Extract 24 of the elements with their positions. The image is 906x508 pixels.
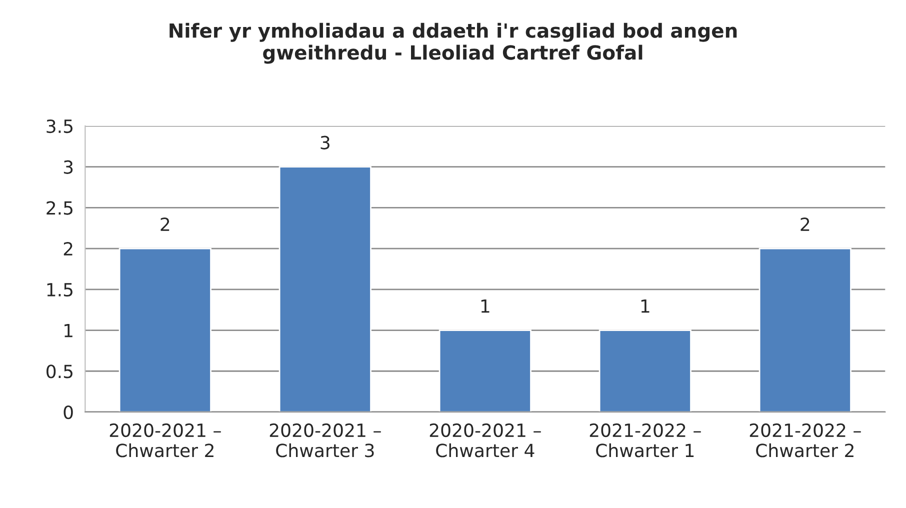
data-label: 1 [641, 299, 650, 313]
x-tick-label: 2020-2021 – Chwarter 2 [110, 423, 221, 458]
y-tick-label: 1 [64, 324, 72, 338]
x-tick-label: 2021-2022 – Chwarter 1 [590, 423, 701, 458]
y-tick-label: 0.5 [46, 364, 72, 378]
data-label: 1 [481, 299, 490, 313]
y-tick-label: 0 [64, 405, 73, 420]
data-label: 2 [800, 218, 810, 231]
y-tick-label: 3.5 [46, 119, 72, 134]
data-label: 2 [160, 218, 170, 231]
y-tick-label: 1.5 [47, 283, 72, 297]
bar [278, 166, 372, 412]
x-tick-label: 2020-2021 – Chwarter 4 [430, 423, 541, 458]
x-tick-label: 2020-2021 – Chwarter 3 [270, 423, 381, 458]
x-tick-label: 2021-2022 – Chwarter 2 [750, 423, 861, 458]
data-label: 3 [320, 136, 330, 150]
y-tick-label: 3 [64, 160, 73, 174]
bar [118, 248, 212, 412]
y-tick-label: 2 [64, 242, 72, 256]
chart-title: Nifer yr ymholiadau a ddaeth i'r casgliad bod angen gweithredu - Lleoliad Cartref Gofal [170, 22, 737, 64]
bar [598, 330, 692, 412]
y-tick-label: 2.5 [46, 201, 72, 215]
bar [758, 248, 852, 412]
bar [438, 330, 532, 412]
